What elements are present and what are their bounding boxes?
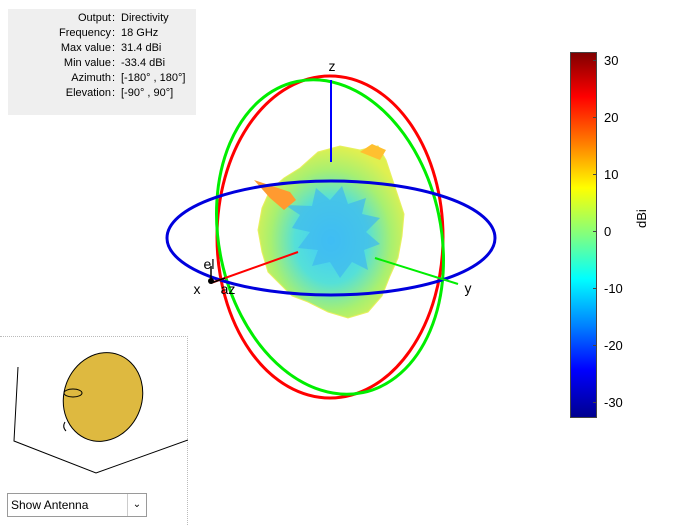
colorbar-tick-label: 20	[604, 110, 619, 125]
x-axis-line	[210, 251, 299, 284]
elevation-circle-yz	[215, 78, 445, 396]
colorbar-tick-mark	[593, 60, 597, 61]
colorbar-tick-label: 10	[604, 167, 619, 182]
colorbar-tick-mark	[593, 231, 597, 232]
info-separator: :	[112, 57, 116, 69]
info-row-azimuth: Azimuth : [-180° , 180°]	[8, 71, 196, 86]
antenna-feed-shape	[63, 388, 83, 398]
preview-axes	[13, 366, 189, 474]
azimuth-circle	[165, 179, 497, 297]
colorbar-tick-mark	[593, 117, 597, 118]
antenna-patch-shape	[62, 352, 144, 442]
info-row-frequency: Frequency : 18 GHz	[8, 26, 196, 41]
info-separator: :	[112, 42, 116, 54]
colorbar-tick-label: -10	[604, 281, 623, 296]
x-axis-label: x	[194, 281, 201, 297]
antenna-edge-detail	[63, 421, 67, 432]
info-separator: :	[112, 87, 116, 99]
info-value: Directivity	[121, 12, 169, 24]
info-value: 31.4 dBi	[121, 42, 162, 54]
pattern-side-lobe	[254, 180, 296, 210]
colorbar-tick-label: -30	[604, 395, 623, 410]
info-key: Output	[77, 12, 111, 24]
info-value: [-90° , 90°]	[121, 87, 174, 99]
colorbar-tick-label: -20	[604, 338, 623, 353]
z-axis-label: z	[329, 58, 336, 74]
antenna-view-select[interactable]: Show Antenna ⌄	[7, 493, 147, 517]
info-value: [-180° , 180°]	[121, 72, 186, 84]
info-row-max-value: Max value : 31.4 dBi	[8, 41, 196, 56]
info-row-elevation: Elevation : [-90° , 90°]	[8, 86, 196, 101]
pattern-top-lobe	[360, 144, 386, 160]
colorbar-tick-mark	[593, 174, 597, 175]
colorbar-tick-label: 0	[604, 224, 612, 239]
origin-marker	[208, 278, 214, 284]
pattern-detail-lobes	[285, 186, 380, 278]
antenna-view-selected-value: Show Antenna	[11, 498, 89, 512]
antenna-preview-panel	[0, 336, 189, 525]
info-key: Max value	[60, 42, 111, 54]
info-key: Elevation	[65, 87, 111, 99]
info-key: Frequency	[59, 27, 111, 39]
chevron-down-icon[interactable]: ⌄	[127, 494, 146, 516]
y-axis-line	[374, 257, 459, 285]
info-value: -33.4 dBi	[121, 57, 166, 69]
info-row-min-value: Min value : -33.4 dBi	[8, 56, 196, 71]
info-panel: Output : Directivity Frequency : 18 GHz …	[8, 9, 196, 115]
az-label: az	[221, 281, 236, 297]
colorbar-tick-mark	[593, 345, 597, 346]
info-separator: :	[112, 12, 116, 24]
info-key: Azimuth	[71, 72, 111, 84]
info-separator: :	[112, 27, 116, 39]
info-key: Min value	[63, 57, 111, 69]
colorbar-tick-label: 30	[604, 53, 619, 68]
info-value: 18 GHz	[121, 27, 159, 39]
antenna-preview	[13, 352, 189, 474]
info-row-output: Output : Directivity	[8, 11, 196, 26]
y-axis-label: y	[465, 280, 472, 296]
colorbar-tick-mark	[593, 402, 597, 403]
el-label: el	[204, 256, 215, 272]
info-separator: :	[112, 72, 116, 84]
colorbar-tick-mark	[593, 288, 597, 289]
colorbar-label: dBi	[634, 209, 649, 228]
colorbar	[570, 52, 597, 418]
